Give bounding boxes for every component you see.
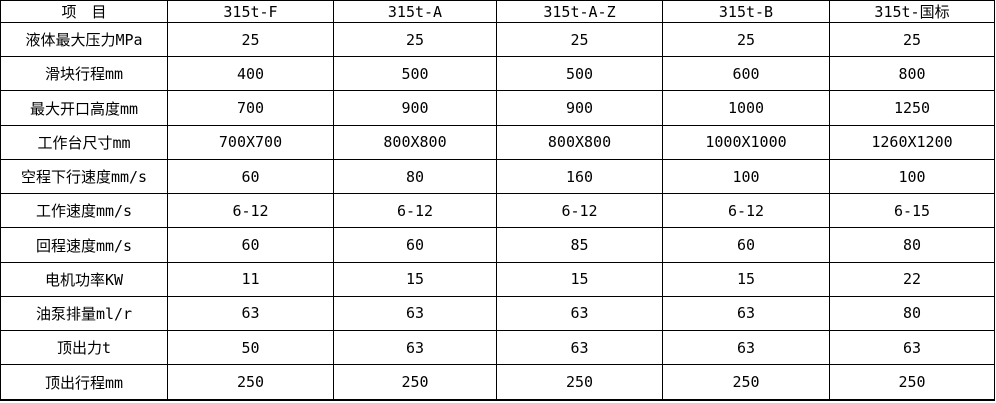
cell: 60 <box>167 158 334 195</box>
column-header-315t-b: 315t-B <box>662 0 830 23</box>
cell: 500 <box>333 56 497 92</box>
cell: 700 <box>167 90 334 126</box>
row-label: 工作速度mm/s <box>0 193 168 229</box>
cell: 800 <box>829 56 995 92</box>
row-label: 顶出力t <box>0 330 168 366</box>
cell: 80 <box>333 158 497 195</box>
cell: 25 <box>333 21 497 58</box>
cell: 1000 <box>662 90 830 126</box>
row-label: 电机功率KW <box>0 261 168 297</box>
cell: 15 <box>662 261 830 297</box>
cell: 600 <box>662 56 830 92</box>
table-row: 液体最大压力MPa 25 25 25 25 25 <box>0 21 995 58</box>
cell: 900 <box>496 90 663 126</box>
cell: 63 <box>167 295 334 332</box>
cell: 80 <box>829 295 995 332</box>
cell: 6-12 <box>333 193 497 229</box>
cell: 400 <box>167 56 334 92</box>
cell: 60 <box>167 227 334 263</box>
cell: 1260X1200 <box>829 124 995 160</box>
table-row: 工作速度mm/s 6-12 6-12 6-12 6-12 6-15 <box>0 193 995 229</box>
cell: 25 <box>829 21 995 58</box>
row-label: 空程下行速度mm/s <box>0 158 168 195</box>
table-header-row: 项 目 315t-F 315t-A 315t-A-Z 315t-B 315t-国… <box>0 0 995 23</box>
cell: 63 <box>662 330 830 366</box>
cell: 250 <box>662 364 830 401</box>
table-row: 顶出行程mm 250 250 250 250 250 <box>0 364 995 401</box>
cell: 800X800 <box>496 124 663 160</box>
cell: 250 <box>496 364 663 401</box>
table-row: 顶出力t 50 63 63 63 63 <box>0 330 995 366</box>
column-header-315t-guobiao: 315t-国标 <box>829 0 995 23</box>
cell: 63 <box>662 295 830 332</box>
row-label: 顶出行程mm <box>0 364 168 401</box>
table-row: 回程速度mm/s 60 60 85 60 80 <box>0 227 995 263</box>
cell: 160 <box>496 158 663 195</box>
cell: 63 <box>829 330 995 366</box>
row-label: 滑块行程mm <box>0 56 168 92</box>
cell: 85 <box>496 227 663 263</box>
cell: 6-15 <box>829 193 995 229</box>
cell: 63 <box>496 295 663 332</box>
row-label: 工作台尺寸mm <box>0 124 168 160</box>
cell: 60 <box>333 227 497 263</box>
column-header-item: 项 目 <box>0 0 168 23</box>
cell: 250 <box>829 364 995 401</box>
cell: 11 <box>167 261 334 297</box>
cell: 100 <box>829 158 995 195</box>
table-row: 空程下行速度mm/s 60 80 160 100 100 <box>0 158 995 195</box>
cell: 22 <box>829 261 995 297</box>
cell: 15 <box>333 261 497 297</box>
row-label: 液体最大压力MPa <box>0 21 168 58</box>
cell: 1250 <box>829 90 995 126</box>
cell: 25 <box>662 21 830 58</box>
cell: 50 <box>167 330 334 366</box>
cell: 1000X1000 <box>662 124 830 160</box>
cell: 800X800 <box>333 124 497 160</box>
cell: 80 <box>829 227 995 263</box>
cell: 100 <box>662 158 830 195</box>
cell: 6-12 <box>662 193 830 229</box>
cell: 6-12 <box>496 193 663 229</box>
cell: 500 <box>496 56 663 92</box>
cell: 900 <box>333 90 497 126</box>
row-label: 油泵排量ml/r <box>0 295 168 332</box>
table-row: 电机功率KW 11 15 15 15 22 <box>0 261 995 297</box>
cell: 15 <box>496 261 663 297</box>
table-row: 油泵排量ml/r 63 63 63 63 80 <box>0 295 995 332</box>
table-row: 最大开口高度mm 700 900 900 1000 1250 <box>0 90 995 126</box>
column-header-315t-f: 315t-F <box>167 0 334 23</box>
table-row: 工作台尺寸mm 700X700 800X800 800X800 1000X100… <box>0 124 995 160</box>
cell: 250 <box>333 364 497 401</box>
cell: 63 <box>333 295 497 332</box>
cell: 63 <box>333 330 497 366</box>
column-header-315t-a: 315t-A <box>333 0 497 23</box>
cell: 63 <box>496 330 663 366</box>
table-row: 滑块行程mm 400 500 500 600 800 <box>0 56 995 92</box>
row-label: 最大开口高度mm <box>0 90 168 126</box>
column-header-315t-a-z: 315t-A-Z <box>496 0 663 23</box>
cell: 6-12 <box>167 193 334 229</box>
cell: 60 <box>662 227 830 263</box>
cell: 700X700 <box>167 124 334 160</box>
cell: 25 <box>496 21 663 58</box>
cell: 250 <box>167 364 334 401</box>
row-label: 回程速度mm/s <box>0 227 168 263</box>
cell: 25 <box>167 21 334 58</box>
